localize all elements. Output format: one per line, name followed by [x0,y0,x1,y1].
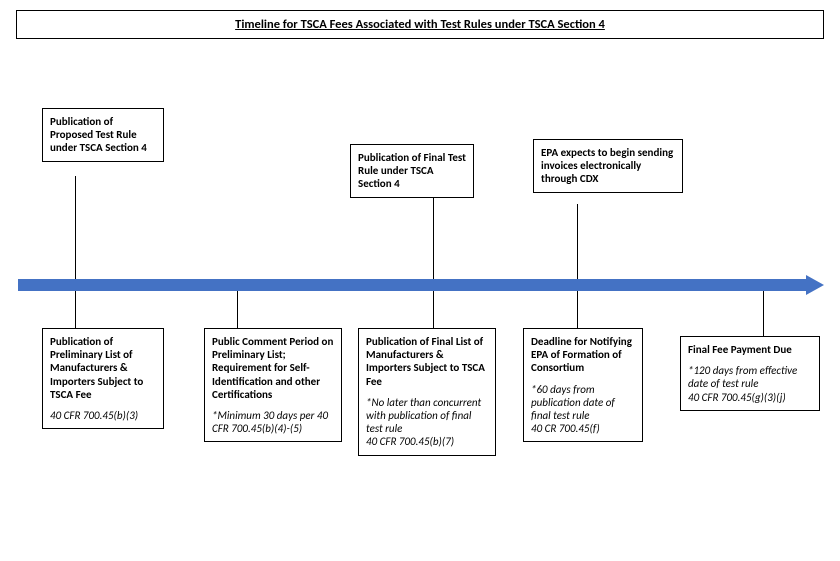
cfr-citation: 40 CR 700.45(f) [531,422,635,435]
connector-d [433,196,434,279]
milestone-invoices: EPA expects to begin sending invoices el… [533,139,683,193]
cfr-citation: 40 CFR 700.45(b)(7) [366,435,488,448]
arrow-bar [18,279,806,291]
milestone-payment-due: Final Fee Payment Due *120 days from eff… [680,336,820,411]
connector-b [75,291,76,328]
connector-a [75,176,76,279]
milestone-text: Final Fee Payment Due [688,343,812,356]
milestone-text: EPA expects to begin sending invoices el… [541,146,675,186]
milestone-final-list: Publication of Final List of Manufacture… [358,328,496,456]
connector-c [237,291,238,328]
milestone-note: *120 days from effective date of test ru… [688,364,812,390]
cfr-citation: 40 CFR 700.45(g)(3)(j) [688,391,812,404]
milestone-final-rule: Publication of Final Test Rule under TSC… [350,144,474,198]
connector-g [577,291,578,328]
milestone-text: Publication of Preliminary List of Manuf… [50,335,156,401]
milestone-note: *60 days from publication date of final … [531,383,635,423]
connector-f [577,204,578,279]
milestone-text: Publication of Proposed Test Rule under … [50,115,156,155]
milestone-consortium-deadline: Deadline for Notifying EPA of Formation … [523,328,643,442]
cfr-citation: 40 CFR 700.45(b)(3) [50,409,156,422]
connector-e [433,291,434,328]
milestone-text: Publication of Final List of Manufacture… [366,335,488,388]
milestone-text: Public Comment Period on Preliminary Lis… [212,335,334,401]
milestone-proposed-rule: Publication of Proposed Test Rule under … [42,108,164,162]
milestone-text: Publication of Final Test Rule under TSC… [358,151,466,191]
milestone-note: *No later than concurrent with publicati… [366,396,488,436]
timeline-arrow [18,275,824,295]
connector-h [763,291,764,336]
milestone-text: Deadline for Notifying EPA of Formation … [531,335,635,375]
milestone-comment-period: Public Comment Period on Preliminary Lis… [204,328,342,442]
milestone-note: *Minimum 30 days per 40 CFR 700.45(b)(4)… [212,409,334,435]
milestone-preliminary-list: Publication of Preliminary List of Manuf… [42,328,164,429]
arrow-head-icon [806,275,824,295]
page-title: Timeline for TSCA Fees Associated with T… [16,10,824,39]
